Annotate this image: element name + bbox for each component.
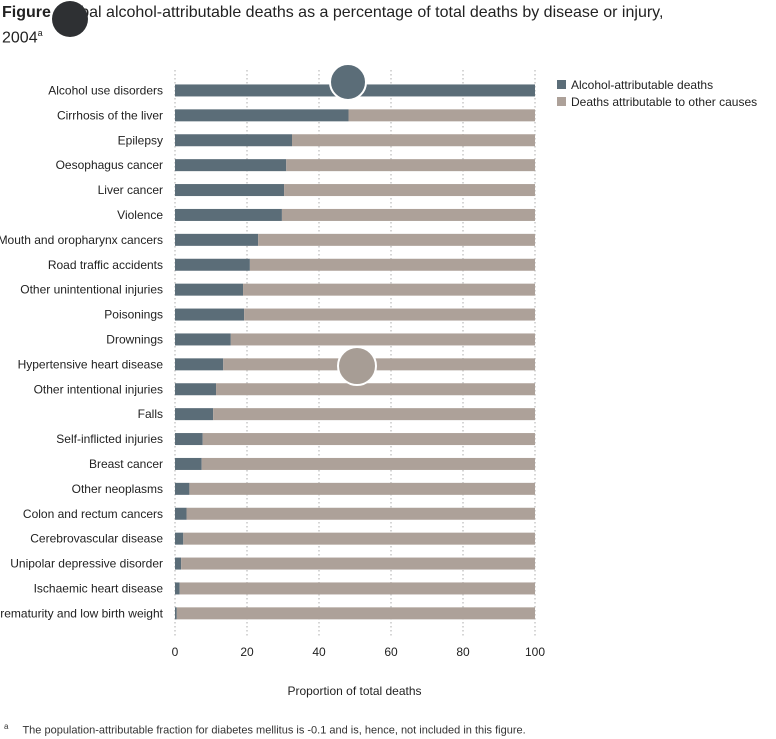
bar-alcohol-attributable	[175, 408, 214, 421]
footnote: a The population-attributable fraction fo…	[4, 722, 526, 737]
bar-other-causes	[223, 358, 536, 371]
category-label: Other unintentional injuries	[20, 283, 163, 297]
bar-other-causes	[286, 159, 535, 172]
category-label: Alcohol use disorders	[48, 83, 163, 97]
bar-alcohol-attributable	[175, 457, 202, 470]
legend: Alcohol-attributable deaths Deaths attrib…	[557, 78, 757, 109]
footnote-marker: a	[4, 722, 9, 731]
bar-alcohol-attributable	[175, 208, 282, 221]
x-axis-label: Proportion of total deaths	[287, 684, 421, 698]
category-label: Hypertensive heart disease	[18, 357, 164, 371]
figure-year: 2004	[2, 29, 38, 47]
category-label: Unipolar depressive disorder	[10, 557, 163, 571]
bar-other-causes	[189, 482, 535, 495]
category-label: Other neoplasms	[72, 482, 163, 496]
legend-swatch	[557, 80, 566, 89]
bar-other-causes	[258, 233, 535, 246]
bar-alcohol-attributable	[175, 433, 203, 446]
category-label: Road traffic accidents	[48, 258, 163, 272]
bars	[175, 84, 536, 620]
category-label: Poisonings	[104, 308, 163, 322]
bar-alcohol-attributable	[175, 358, 224, 371]
category-label: Cirrhosis of the liver	[57, 108, 163, 122]
category-label: Violence	[117, 208, 163, 222]
title-note-marker: a	[37, 28, 43, 38]
x-tick-label: 0	[172, 645, 179, 659]
bar-alcohol-attributable	[175, 283, 244, 296]
bar-other-causes	[284, 184, 535, 197]
legend-entry: Deaths attributable to other causes	[571, 95, 757, 109]
bar-other-causes	[213, 408, 535, 421]
bar-other-causes	[243, 283, 536, 296]
category-label: Breast cancer	[89, 457, 163, 471]
bar-alcohol-attributable	[175, 607, 177, 620]
bar-alcohol-attributable	[175, 184, 285, 197]
x-axis-ticks: 0 20 40 60 80 100	[172, 645, 546, 659]
x-tick-label: 80	[456, 645, 470, 659]
bar-other-causes	[176, 607, 536, 620]
redaction-dot	[52, 1, 88, 37]
bar-other-causes	[181, 557, 535, 570]
bar-other-causes	[201, 457, 535, 470]
bar-alcohol-attributable	[175, 582, 180, 595]
category-label: Mouth and oropharynx cancers	[0, 233, 163, 247]
x-tick-label: 60	[384, 645, 398, 659]
bar-other-causes	[230, 333, 536, 346]
category-label: Drownings	[106, 332, 163, 346]
bar-alcohol-attributable	[175, 109, 349, 122]
category-label: Epilepsy	[118, 133, 163, 147]
bar-other-causes	[179, 582, 535, 595]
bar-other-causes	[183, 532, 535, 545]
bar-alcohol-attributable	[175, 333, 231, 346]
legend-swatch	[557, 97, 566, 106]
redaction-dot	[337, 346, 377, 386]
x-tick-label: 20	[240, 645, 254, 659]
footnote-text: The population-attributable fraction for…	[22, 724, 526, 737]
bar-other-causes	[292, 134, 535, 147]
bar-alcohol-attributable	[175, 383, 217, 396]
bar-alcohol-attributable	[175, 159, 287, 172]
bar-alcohol-attributable	[175, 532, 184, 545]
bar-other-causes	[186, 507, 535, 520]
bar-other-causes	[202, 433, 535, 446]
category-label: Ischaemic heart disease	[34, 581, 164, 595]
category-label: Colon and rectum cancers	[23, 507, 163, 521]
bar-other-causes	[244, 308, 535, 321]
bar-alcohol-attributable	[175, 134, 292, 147]
bar-alcohol-attributable	[175, 258, 250, 271]
bar-alcohol-attributable	[175, 233, 259, 246]
bar-other-causes	[348, 109, 535, 122]
bar-other-causes	[281, 208, 535, 221]
category-label: Cerebrovascular disease	[30, 532, 163, 546]
figure-title: Figure Global alcohol-attributable death…	[2, 2, 774, 48]
category-label: Self-inflicted injuries	[56, 432, 163, 446]
category-label: Oesophagus cancer	[56, 158, 163, 172]
bar-alcohol-attributable	[175, 507, 187, 520]
legend-entry: Alcohol-attributable deaths	[571, 78, 713, 92]
bar-other-causes	[216, 383, 536, 396]
figure-label: Figure	[2, 4, 51, 21]
figure-title-text: Global alcohol-attributable deaths as a …	[55, 4, 664, 21]
bar-alcohol-attributable	[175, 482, 190, 495]
category-label: Other intentional injuries	[34, 382, 163, 396]
category-labels: Alcohol use disorders Cirrhosis of the li…	[0, 83, 164, 620]
category-label: Prematurity and low birth weight	[0, 606, 164, 620]
bar-alcohol-attributable	[175, 557, 182, 570]
bar-alcohol-attributable	[175, 308, 245, 321]
category-label: Falls	[138, 407, 163, 421]
category-label: Liver cancer	[98, 183, 163, 197]
redaction-marks	[52, 1, 377, 386]
bar-other-causes	[249, 258, 535, 271]
x-tick-label: 100	[525, 645, 545, 659]
redaction-dot	[329, 63, 367, 101]
x-tick-label: 40	[312, 645, 326, 659]
